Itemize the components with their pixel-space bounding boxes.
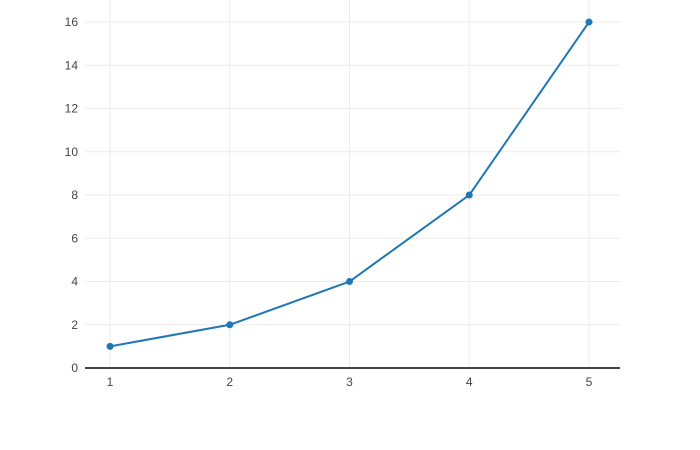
y-tick-label: 0 (71, 361, 78, 375)
x-tick-label: 2 (226, 375, 233, 389)
x-tick-label: 3 (346, 375, 353, 389)
data-point-marker[interactable] (346, 278, 354, 286)
x-tick-label: 4 (466, 375, 473, 389)
data-point-marker[interactable] (226, 321, 234, 329)
y-tick-label: 8 (71, 188, 78, 202)
y-tick-label: 10 (65, 145, 79, 159)
data-point-marker[interactable] (465, 191, 473, 199)
y-tick-label: 6 (71, 231, 78, 245)
y-tick-label: 2 (71, 318, 78, 332)
data-point-marker[interactable] (106, 342, 114, 350)
data-point-marker[interactable] (585, 18, 593, 26)
y-tick-label: 12 (65, 102, 79, 116)
y-tick-label: 16 (65, 15, 79, 29)
y-tick-label: 14 (65, 58, 79, 72)
x-tick-label: 5 (586, 375, 593, 389)
y-tick-label: 4 (71, 275, 78, 289)
x-tick-label: 1 (107, 375, 114, 389)
